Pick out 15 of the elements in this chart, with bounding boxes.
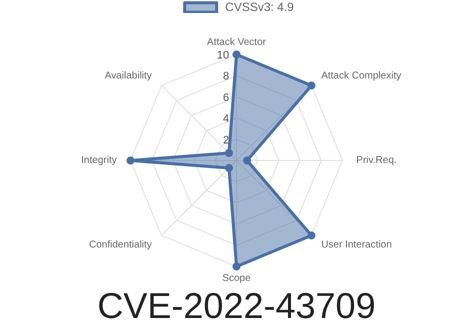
y-tick-label: 6: [222, 92, 230, 104]
y-tick-label: 10: [216, 50, 230, 62]
spoke-label: Priv.Req.: [356, 155, 397, 166]
spoke-label: Availability: [104, 70, 152, 82]
text: CVE-2022-43709: [97, 285, 376, 326]
spoke-label: Confidentiality: [88, 240, 152, 251]
spoke-label: User Interaction: [321, 240, 392, 251]
spoke-label: Scope: [222, 272, 252, 284]
y-tick-label: 2: [222, 134, 230, 146]
y-tick-label: 4: [222, 113, 230, 126]
y-tick-label: 8: [222, 70, 230, 83]
legend-label: CVSSv3: 4.9: [225, 0, 294, 14]
spoke-label: Attack Complexity: [321, 70, 402, 82]
spoke-label: Attack Vector: [207, 37, 267, 48]
spoke-label: Integrity: [81, 155, 117, 166]
